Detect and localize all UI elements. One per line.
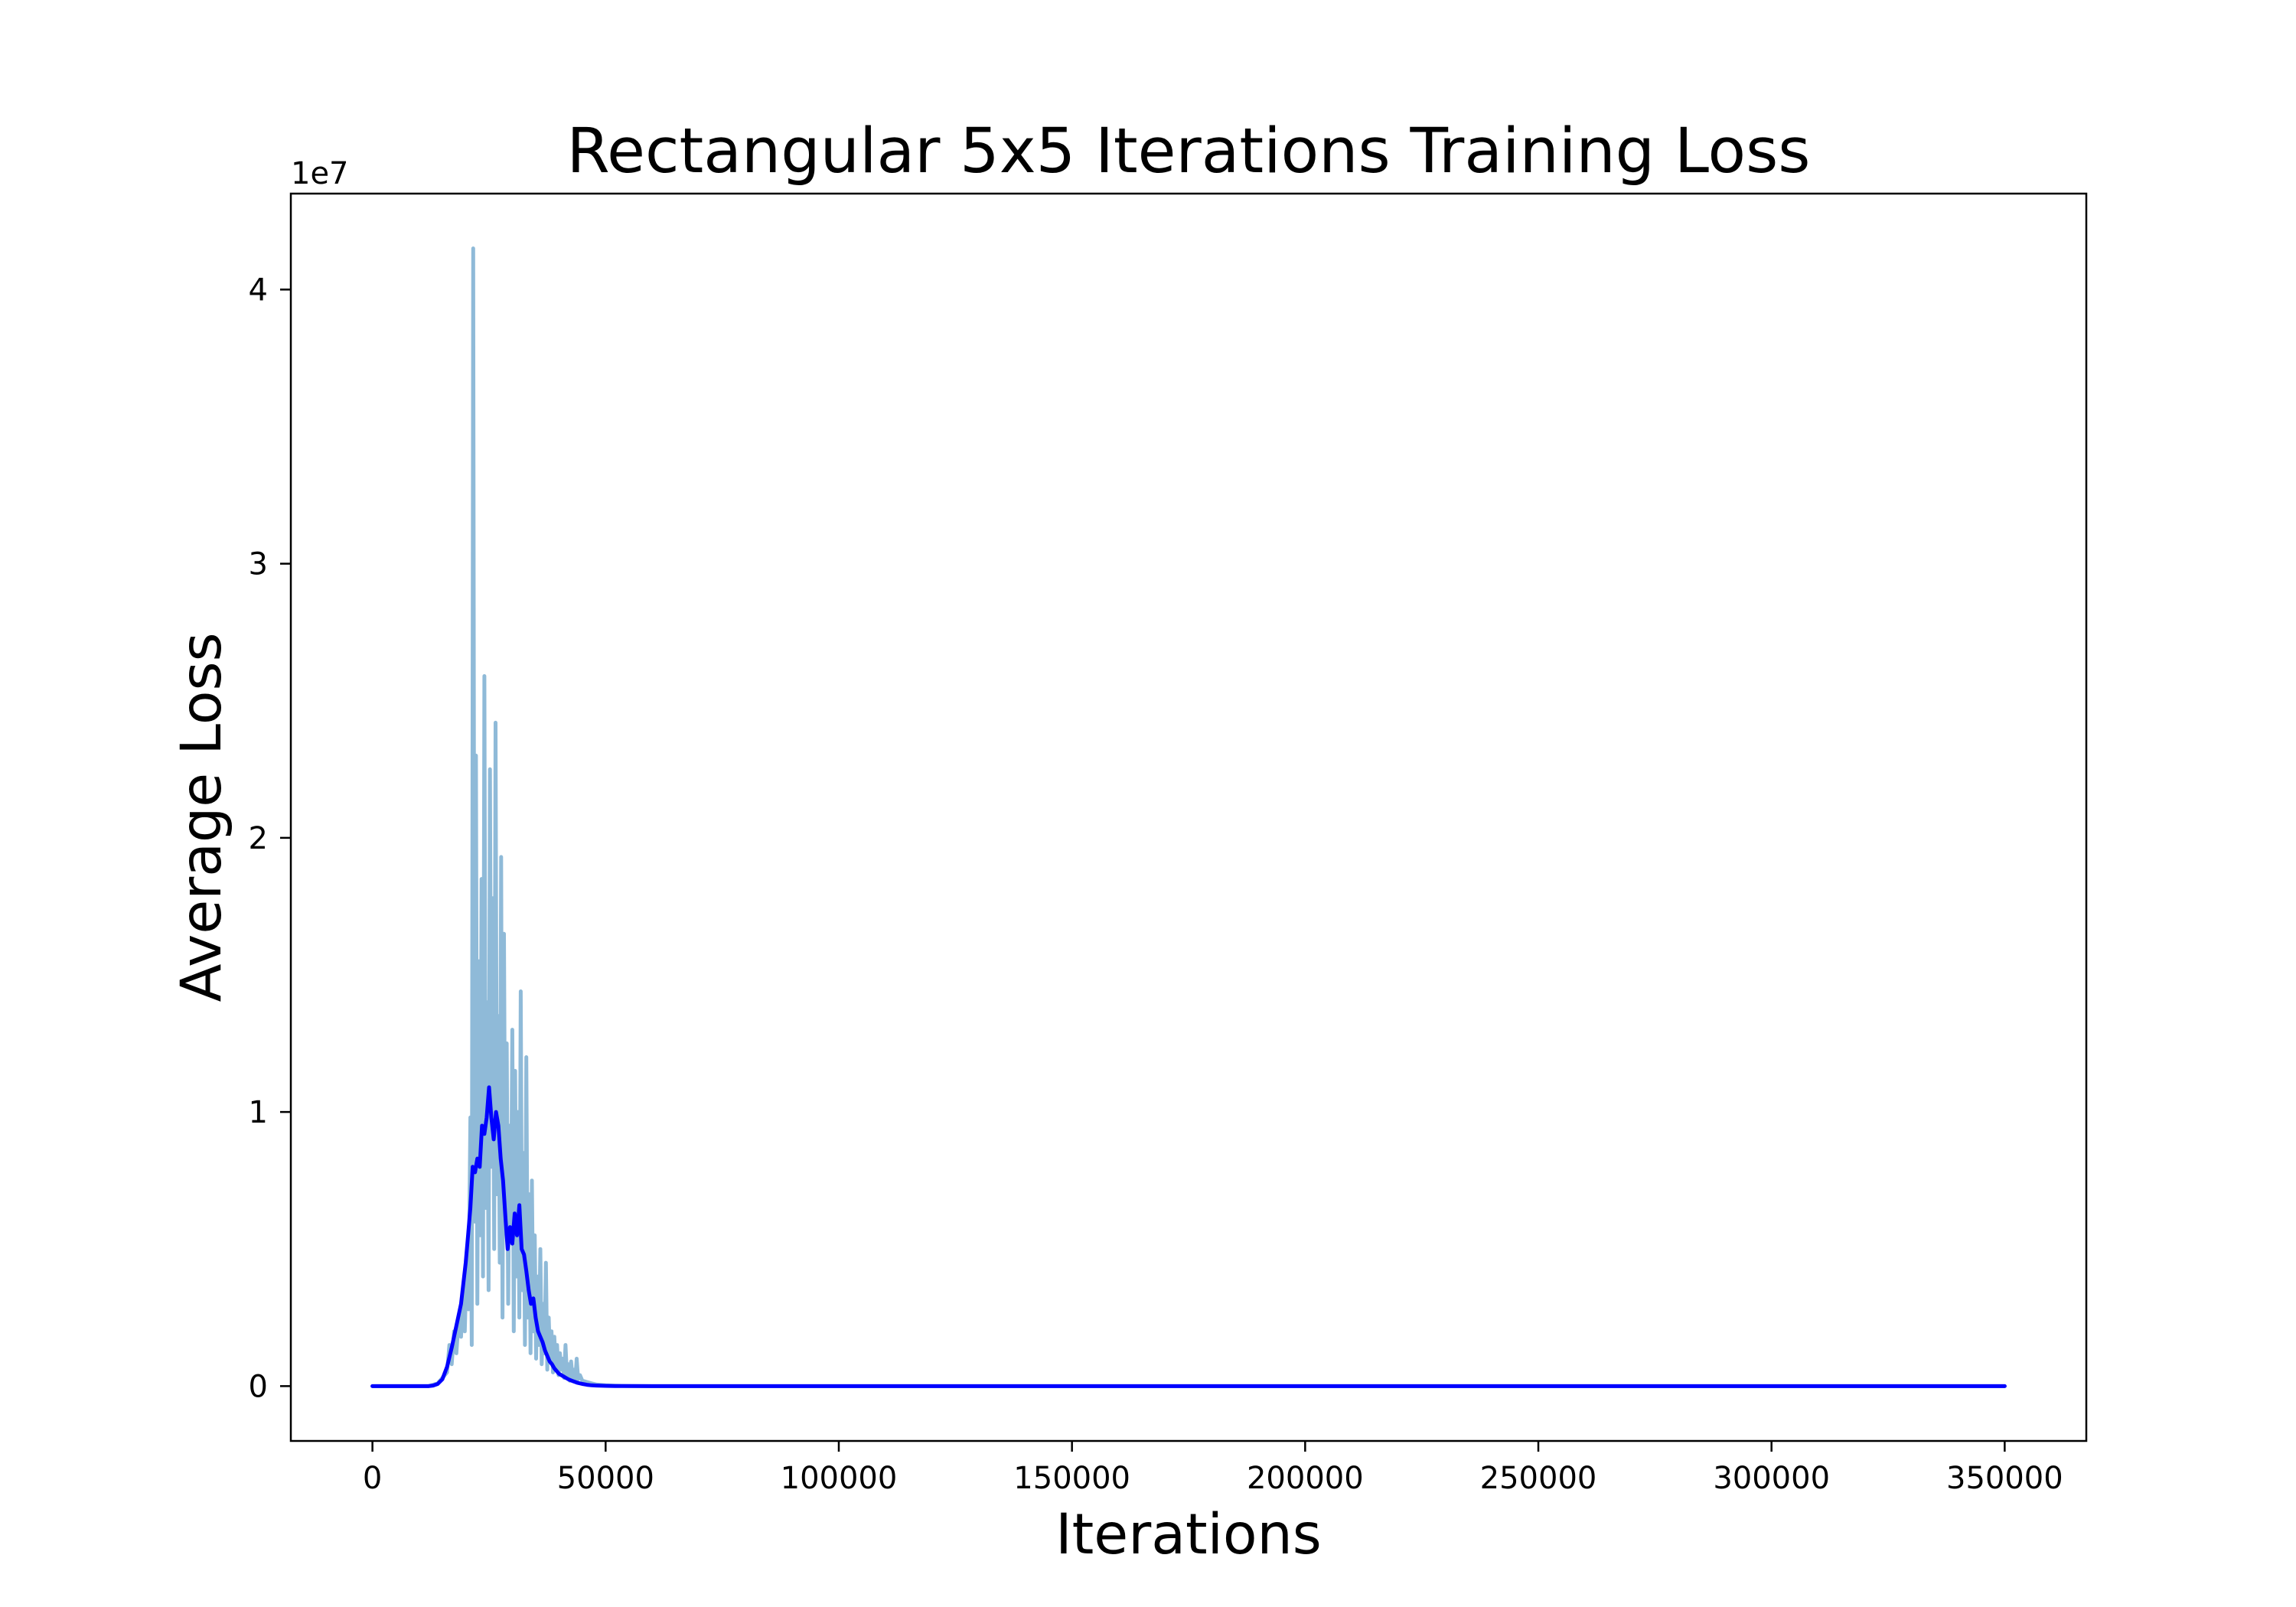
smoothed-loss-series (370, 1085, 2007, 1388)
y-tick-label: 2 (249, 821, 268, 856)
y-offset-label: 1e7 (291, 156, 349, 191)
y-tick-label: 1 (249, 1095, 268, 1130)
x-axis-label: Iterations (1055, 1502, 1322, 1567)
smoothed-loss-line (370, 1085, 2007, 1388)
x-tick-label: 250000 (1480, 1461, 1597, 1496)
chart-title: Rectangular 5x5 Iterations Training Loss (567, 116, 1811, 187)
x-tick-label: 200000 (1247, 1461, 1364, 1496)
x-tick-label: 150000 (1013, 1461, 1130, 1496)
axes-frame (289, 192, 2088, 1442)
y-axis-label: Average Loss (169, 632, 234, 1002)
x-tick-label: 100000 (781, 1461, 898, 1496)
x-tick-label: 350000 (1946, 1461, 2063, 1496)
raw-loss-series (370, 246, 2007, 1388)
x-tick-label: 0 (363, 1461, 382, 1496)
x-axis: 0 50000 100000 150000 200000 250000 300000 3500… (363, 1441, 2063, 1496)
y-tick-label: 0 (249, 1369, 268, 1404)
y-axis: 0 1 2 3 4 (249, 272, 291, 1404)
x-tick-label: 300000 (1713, 1461, 1830, 1496)
x-tick-label: 50000 (557, 1461, 654, 1496)
y-tick-label: 3 (249, 547, 268, 582)
y-tick-label: 4 (249, 272, 268, 308)
raw-loss-line (370, 246, 2007, 1388)
plot-area (370, 246, 2007, 1388)
